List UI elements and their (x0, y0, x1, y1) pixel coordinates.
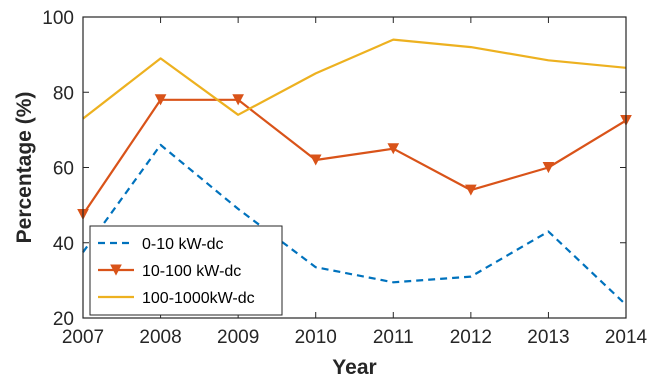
data-point-marker (232, 94, 244, 106)
x-tick-label: 2014 (605, 327, 648, 348)
x-tick-label: 2013 (527, 327, 569, 348)
x-tick-label: 2011 (373, 327, 414, 348)
legend-marker (110, 264, 122, 276)
data-point-marker (465, 184, 477, 196)
legend-label-2: 10-100 kW-dc (142, 263, 241, 280)
legend-label-1: 0-10 kW-dc (142, 236, 224, 253)
data-point-marker (154, 94, 167, 106)
x-tick-label: 2008 (139, 327, 181, 348)
data-point-marker (309, 154, 322, 166)
y-tick-label: 80 (53, 83, 74, 104)
series-line-1 (82, 143, 627, 306)
legend: 0-10 kW-dc 10-100 kW-dc 100-1000kW-dc (89, 225, 283, 316)
y-axis-title: Percentage (%) (13, 92, 36, 244)
series-line-2 (82, 98, 627, 216)
y-tick-label: 60 (53, 159, 74, 180)
x-tick-label: 2009 (217, 327, 259, 348)
y-tick-label: 20 (53, 309, 74, 330)
x-tick-label: 2012 (450, 327, 492, 348)
data-point-marker (387, 143, 400, 155)
x-tick-label: 2010 (295, 327, 337, 348)
axes: 2007 2008 2009 2010 2011 2012 2013 2014 20 40 60 80… (42, 8, 647, 348)
x-axis-title: Year (332, 356, 376, 379)
y-tick-label: 40 (53, 234, 74, 255)
x-tick-label: 2007 (62, 327, 104, 348)
y-tick-label: 100 (42, 8, 74, 29)
legend-label-3: 100-1000kW-dc (142, 290, 255, 307)
series-line-3 (82, 38, 627, 120)
plot-area (77, 38, 632, 306)
data-point-marker (542, 162, 555, 174)
